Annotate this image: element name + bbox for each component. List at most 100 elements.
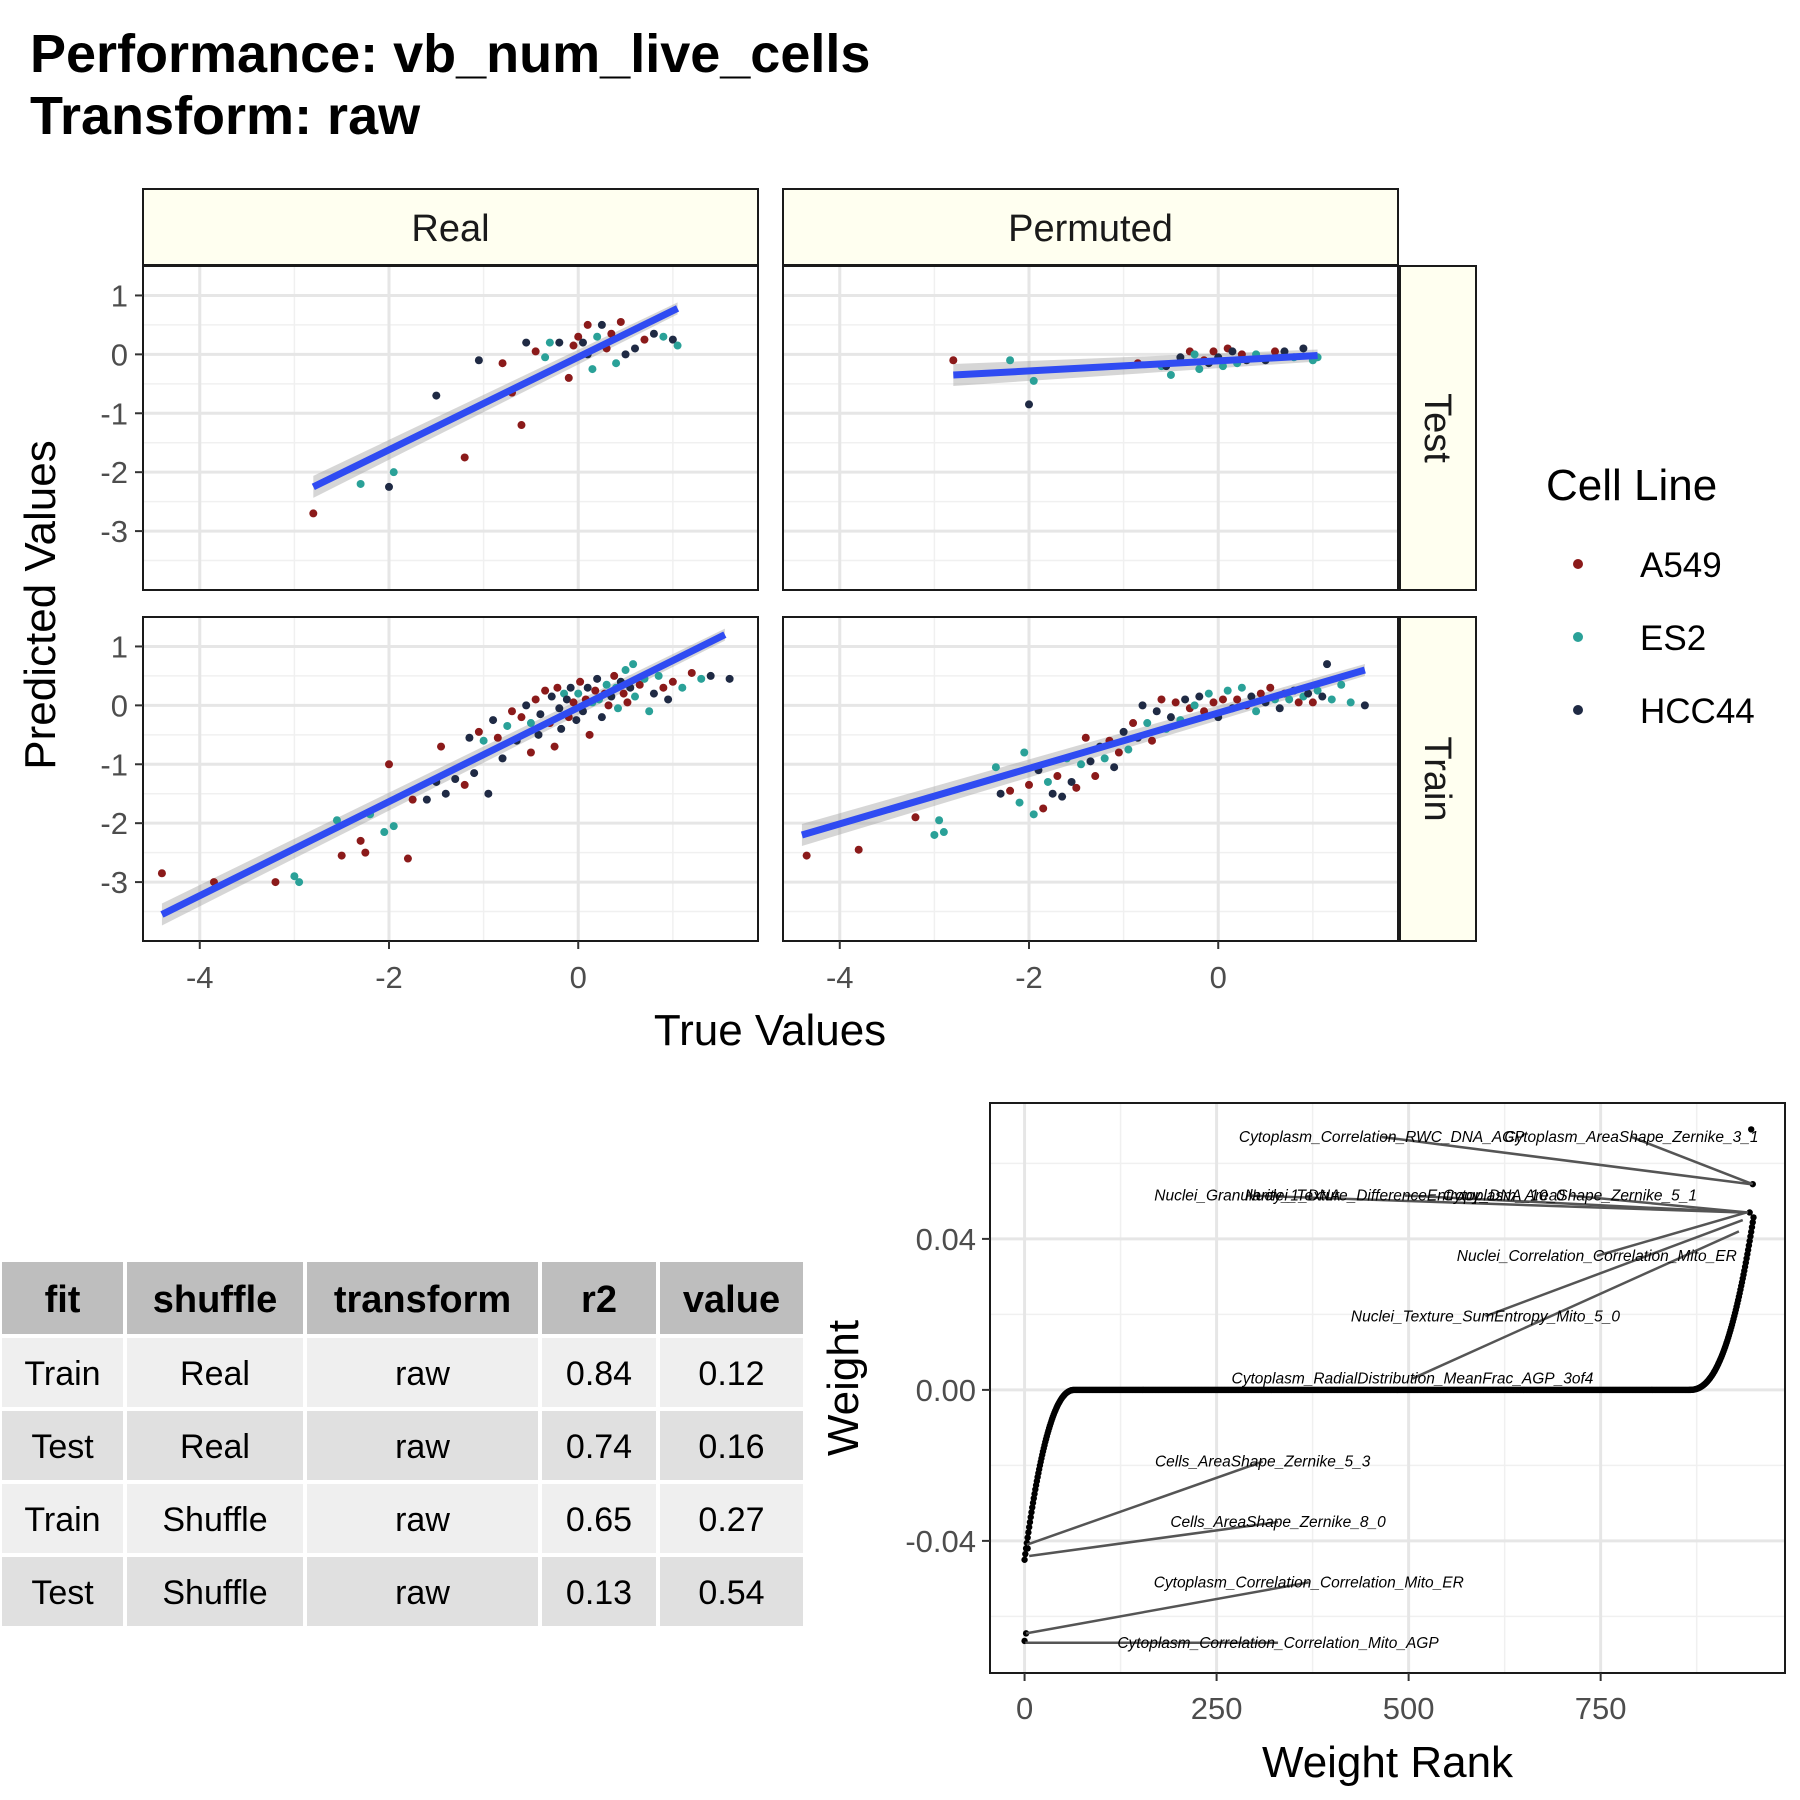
y-tick-label: 0.00 [916, 1373, 976, 1408]
facet-scatter-grid: Real Permuted Test Train 1 0 -1 -2 -3 1 0 -1 -2 -3 -4 -… [16, 188, 1477, 1055]
point-hcc44 [1119, 727, 1128, 736]
point-a549 [623, 698, 632, 707]
point-es2 [593, 332, 602, 341]
point-a549 [1294, 698, 1303, 707]
annotation-leader-line [1029, 1520, 1279, 1558]
point-a549 [526, 748, 535, 757]
point-a549 [1006, 786, 1015, 795]
point-a549 [309, 509, 318, 518]
table-cell-value: 0.12 [698, 1355, 764, 1393]
point-es2 [678, 683, 687, 692]
strip-label-train: Train [1416, 736, 1458, 821]
table-cell-value: 0.27 [698, 1501, 764, 1539]
table-cell-bg [307, 1411, 538, 1480]
point-a549 [591, 686, 600, 695]
table-cell-r2: 0.65 [566, 1501, 632, 1539]
point-es2 [1346, 698, 1355, 707]
point-es2 [1100, 754, 1109, 763]
point-a549 [911, 813, 920, 822]
point-hcc44 [631, 344, 639, 353]
point-hcc44 [1195, 692, 1204, 701]
point-hcc44 [1152, 707, 1161, 716]
point-es2 [1285, 695, 1294, 704]
point-a549 [635, 680, 644, 689]
annotation-label: Nuclei_Granularity_1_DNA [1154, 1187, 1340, 1204]
point-a549 [553, 683, 562, 692]
point-a549 [517, 713, 526, 722]
point-es2 [654, 671, 663, 680]
table-cell-r2: 0.13 [566, 1574, 632, 1612]
table-cell-shuffle: Shuffle [162, 1501, 267, 1539]
table-cell-bg [307, 1557, 538, 1626]
point-hcc44 [1280, 347, 1289, 356]
table-cell-bg [660, 1484, 803, 1553]
strip-label-real: Real [411, 208, 489, 250]
point-es2 [1204, 689, 1213, 698]
point-a549 [531, 347, 540, 356]
point-hcc44 [649, 689, 658, 698]
point-es2 [1166, 370, 1175, 379]
point-es2 [991, 763, 1000, 772]
point-hcc44 [597, 320, 606, 329]
point-a549 [640, 335, 649, 344]
table-header-cell [542, 1262, 656, 1334]
point-a549 [1081, 733, 1090, 742]
table-cell-bg [127, 1484, 303, 1553]
point-a549 [607, 329, 616, 338]
point-es2 [1077, 760, 1086, 769]
table-cell-bg [542, 1338, 656, 1407]
table-cell-bg [127, 1557, 303, 1626]
annotation-leader-line [1569, 1194, 1749, 1214]
results-table: fit shuffle transform r2 value Train Real raw 0.… [2, 1262, 803, 1626]
point-hcc44 [1360, 701, 1369, 710]
strip-permuted: Permuted [782, 188, 1399, 266]
point-hcc44 [1067, 777, 1076, 786]
fit-line [311, 305, 680, 491]
point-hcc44 [1275, 704, 1284, 713]
table-cell-fit: Train [24, 1355, 100, 1393]
point-a549 [1039, 804, 1048, 813]
table-header-cell [2, 1262, 123, 1334]
point-es2 [1252, 707, 1261, 716]
point-a549 [1129, 719, 1138, 728]
weight-point [1028, 1509, 1035, 1516]
point-es2 [574, 689, 583, 698]
legend: Cell Line A549 ES2 HCC44 [1546, 461, 1755, 731]
x-tick-label: -2 [1015, 960, 1043, 995]
point-es2 [1223, 686, 1232, 695]
legend-key-es2 [1573, 632, 1583, 642]
point-hcc44 [566, 683, 575, 692]
annotation-label: Nuclei_Texture_DifferenceEntropy_DNA_10_… [1245, 1187, 1565, 1204]
x-tick-label: 250 [1191, 1691, 1243, 1726]
point-es2 [526, 719, 535, 728]
point-es2 [1124, 745, 1133, 754]
point-a549 [1266, 683, 1275, 692]
x-tick-label: 0 [1210, 960, 1227, 995]
point-a549 [1091, 772, 1100, 781]
table-row: Test Shuffle raw 0.13 0.54 [2, 1557, 803, 1626]
point-a549 [437, 742, 446, 751]
legend-title: Cell Line [1546, 461, 1717, 510]
annotation-leader-line [1025, 1581, 1309, 1635]
point-a549 [550, 742, 559, 751]
point-hcc44 [474, 356, 483, 365]
point-a549 [576, 677, 585, 686]
table-header-fit: fit [45, 1279, 81, 1321]
weight-point [1750, 1214, 1757, 1221]
point-hcc44 [1247, 692, 1256, 701]
table-cell-bg [660, 1338, 803, 1407]
annotation-label: Cytoplasm_AreaShape_Zernike_3_1 [1504, 1129, 1758, 1146]
weight-point-extreme [1748, 1126, 1755, 1133]
point-es2 [1195, 365, 1204, 374]
panel-permuted-test [782, 265, 1399, 591]
table-cell-transform: raw [395, 1501, 450, 1539]
point-hcc44 [484, 789, 493, 798]
y-tick-label: -1 [100, 396, 128, 431]
point-a549 [508, 707, 516, 716]
point-hcc44 [489, 716, 498, 725]
point-hcc44 [451, 775, 460, 783]
point-hcc44 [555, 704, 564, 713]
point-hcc44 [1138, 701, 1147, 710]
table-cell-bg [660, 1411, 803, 1480]
weight-point [1022, 1550, 1029, 1558]
